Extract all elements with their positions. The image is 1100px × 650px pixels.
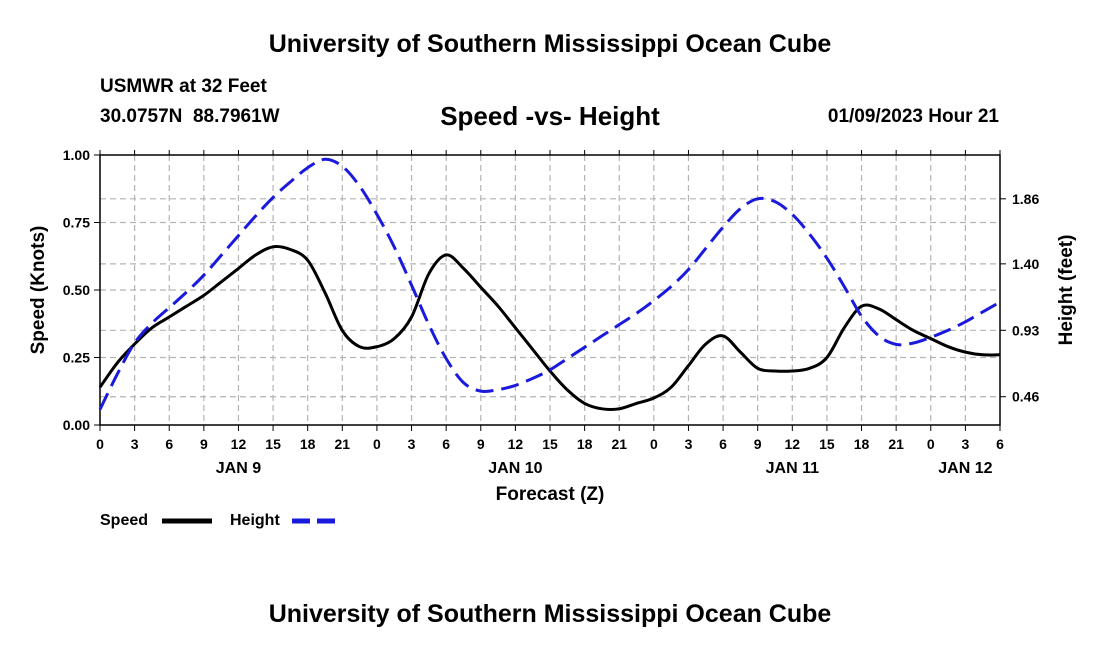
day-label: JAN 12 [938, 460, 992, 477]
x-tick-label: 6 [165, 436, 173, 452]
day-label: JAN 9 [216, 460, 261, 477]
x-tick-label: 15 [542, 436, 558, 452]
y-tick-label: 0.50 [63, 282, 90, 298]
grid-lines [100, 155, 1000, 425]
x-tick-label: 21 [335, 436, 351, 452]
x-tick-label: 15 [265, 436, 281, 452]
series-line-speed [98, 245, 1001, 411]
x-tick-label: 12 [231, 436, 247, 452]
x-tick-label: 18 [577, 436, 593, 452]
x-tick-label: 3 [685, 436, 693, 452]
x-tick-label: 9 [477, 436, 485, 452]
y2-tick-label: 0.93 [1012, 322, 1039, 338]
legend-height-label: Height [230, 512, 280, 529]
legend: Speed Height [100, 512, 342, 529]
x-tick-label: 6 [442, 436, 450, 452]
y-tick-label: 0.75 [63, 215, 90, 231]
x-tick-label: 0 [927, 436, 935, 452]
x-tick-label: 12 [785, 436, 801, 452]
forecast-datetime: 01/09/2023 Hour 21 [827, 106, 999, 127]
series-lines [98, 157, 1001, 411]
x-tick-label: 6 [996, 436, 1004, 452]
x-tick-label: 9 [200, 436, 208, 452]
x-tick-label: 3 [408, 436, 416, 452]
day-label: JAN 11 [766, 460, 819, 477]
y2-tick-label: 0.46 [1012, 389, 1039, 405]
main-title: University of Southern Mississippi Ocean… [268, 30, 832, 58]
x-tick-label: 18 [300, 436, 316, 452]
y-tick-label: 0.25 [63, 350, 90, 366]
y2-tick-label: 1.40 [1012, 256, 1039, 272]
x-tick-label: 12 [508, 436, 524, 452]
x-tick-label: 15 [819, 436, 835, 452]
x-tick-label: 6 [719, 436, 727, 452]
x-tick-label: 21 [888, 436, 904, 452]
y-tick-label: 0.00 [63, 417, 90, 433]
x-tick-label: 9 [754, 436, 762, 452]
x-tick-label: 0 [96, 436, 104, 452]
x-tick-label: 0 [650, 436, 658, 452]
axis-ticks [94, 150, 1006, 431]
x-tick-label: 18 [854, 436, 870, 452]
day-label: JAN 10 [488, 460, 542, 477]
y2-axis-title: Height (feet) [1056, 235, 1077, 346]
y2-tick-label: 1.86 [1012, 191, 1039, 207]
y-tick-label: 1.00 [63, 147, 90, 163]
series-line-height [98, 157, 1001, 411]
footer-title: University of Southern Mississippi Ocean… [268, 600, 832, 628]
station-name: USMWR at 32 Feet [100, 76, 267, 97]
x-tick-label: 3 [961, 436, 969, 452]
station-coordinates: 30.0757N 88.7961W [100, 106, 280, 127]
axis-labels: 0 3 6 9 12 15 18 21 0 3 6 9 12 15 18 21 0 3 6 9 12 15 18 21 0 3 6J… [63, 147, 1040, 477]
x-tick-label: 3 [131, 436, 139, 452]
legend-speed-label: Speed [100, 512, 148, 529]
x-tick-label: 0 [373, 436, 381, 452]
chart-title: Speed -vs- Height [440, 101, 660, 131]
y-axis-title: Speed (Knots) [28, 226, 49, 355]
x-axis-title: Forecast (Z) [496, 484, 605, 505]
x-tick-label: 21 [611, 436, 627, 452]
